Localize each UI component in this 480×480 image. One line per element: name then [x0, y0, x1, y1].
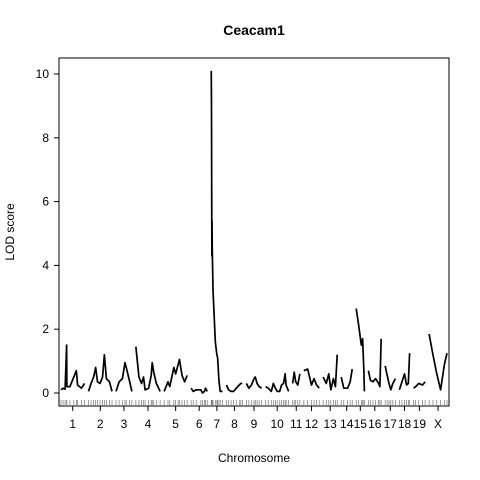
y-tick-label: 10: [36, 67, 50, 81]
y-tick-label: 0: [42, 386, 49, 400]
x-tick-label: 5: [172, 417, 179, 431]
y-axis-label: LOD score: [3, 203, 17, 261]
lod-curve-chr-14: [340, 368, 354, 390]
y-axis: 0 2 4 6 8 10: [36, 67, 59, 400]
lod-curve-chr-2: [87, 353, 113, 392]
lod-curve-chr-1: [60, 344, 86, 391]
x-tick-label: X: [434, 417, 442, 431]
x-tick-label: 8: [231, 417, 238, 431]
lod-curve-chr-13: [322, 354, 339, 391]
lod-curve-chr-5: [163, 358, 188, 392]
lod-curve-chr-6: [190, 387, 208, 394]
x-tick-label: 12: [305, 417, 319, 431]
x-tick-label: 16: [368, 417, 382, 431]
x-tick-label: 1: [69, 417, 76, 431]
y-tick-label: 4: [42, 258, 49, 272]
x-tick-label: 10: [270, 417, 284, 431]
lod-curve-chr-19: [413, 381, 426, 389]
x-tick-label: 9: [251, 417, 258, 431]
lod-curve-chr-11: [291, 371, 301, 386]
y-tick-label: 6: [42, 195, 49, 209]
x-tick-label: 7: [214, 417, 221, 431]
y-tick-label: 2: [42, 322, 49, 336]
x-tick-label: 6: [196, 417, 203, 431]
x-tick-label: 13: [324, 417, 338, 431]
y-tick-label: 8: [42, 131, 49, 145]
x-tick-label: 4: [145, 417, 152, 431]
lod-curve-chr-15: [355, 308, 366, 392]
lod-curve-chr-16: [367, 338, 383, 388]
lod-curve-chr-8: [225, 382, 243, 393]
plot-frame: [58, 57, 450, 407]
x-tick-label: 2: [97, 417, 104, 431]
x-tick-label: 14: [340, 417, 354, 431]
x-tick-label: 15: [354, 417, 368, 431]
lod-curve-chr-18: [398, 353, 411, 391]
lod-curve-chr-9: [245, 376, 263, 390]
x-tick-label: 18: [398, 417, 412, 431]
x-tick-label: 3: [121, 417, 128, 431]
lod-curve-chr-3: [115, 361, 133, 392]
lod-curve-chr-12: [303, 368, 320, 389]
lod-curve-chr-10: [265, 373, 290, 393]
x-tick-label: 11: [290, 417, 303, 431]
x-axis-label: Chromosome: [218, 451, 290, 465]
lod-curve-chr-X: [428, 333, 448, 391]
chart-title: Ceacam1: [223, 22, 285, 38]
lod-curve-chr-17: [384, 365, 397, 391]
x-axis: 1 2 3 4 5 6 7 8 9 10 11 12 13 14 15 16 17 18 19 X: [69, 406, 442, 431]
x-tick-label: 17: [384, 417, 398, 431]
lod-curve-chr-4: [135, 346, 161, 392]
marker-rug: [60, 400, 448, 406]
x-tick-label: 19: [413, 417, 427, 431]
lod-curve-chr-7: [210, 70, 223, 393]
lod-curves: [60, 70, 448, 394]
